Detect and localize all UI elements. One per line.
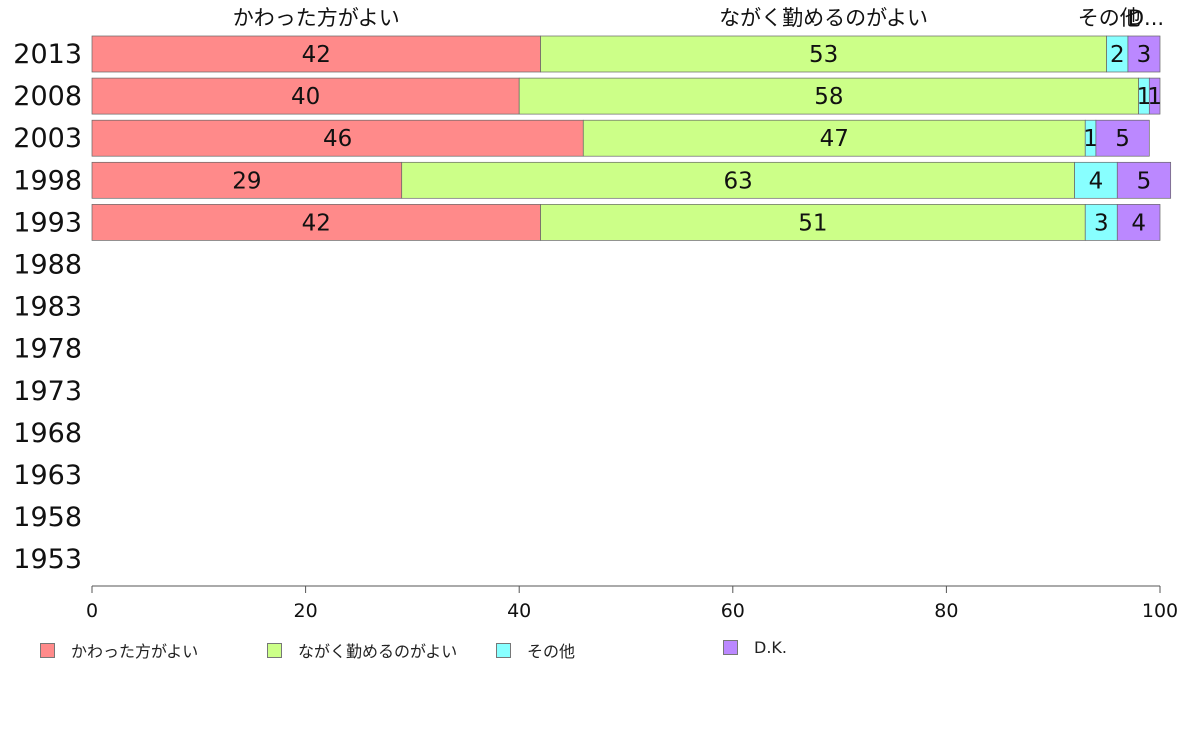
category-label-1973: 1973 — [13, 376, 82, 407]
stacked-bar-chart: 2013200820031998199319881983197819731968… — [13, 6, 1178, 622]
data-label-2008-series-1: 40 — [291, 84, 320, 110]
data-label-2013-series-4: 3 — [1137, 42, 1152, 68]
legend-item-series-4: D.K. — [723, 638, 787, 657]
top-label-series-3: その他 — [1078, 6, 1141, 30]
data-label-2013-series-3: 2 — [1110, 42, 1125, 68]
category-label-1953: 1953 — [13, 544, 82, 575]
top-label-series-1: かわった方がよい — [233, 6, 400, 30]
legend-label-series-4: D.K. — [754, 638, 787, 657]
bar-2013-series-1 — [91, 35, 541, 73]
x-tick-label-100: 100 — [1142, 600, 1178, 622]
legend-item-series-2: ながく勤めるのがよい — [267, 638, 457, 662]
bar-1998-series-1 — [91, 161, 403, 199]
legend-swatch-series-1 — [40, 642, 55, 658]
bar-2008-series-1 — [91, 77, 520, 115]
data-label-2008-series-4: 1 — [1147, 84, 1162, 110]
bar-2013-series-2 — [540, 35, 1107, 73]
category-label-1998: 1998 — [13, 165, 82, 196]
x-tick-label-60: 60 — [721, 600, 745, 622]
data-label-2008-series-2: 58 — [814, 84, 843, 110]
category-label-1968: 1968 — [13, 418, 82, 449]
data-label-1998-series-2: 63 — [723, 168, 752, 194]
legend-swatch-series-3 — [496, 642, 511, 658]
data-label-1998-series-3: 4 — [1089, 168, 1104, 194]
data-label-2003-series-1: 46 — [323, 126, 352, 152]
bar-2008-series-4 — [1148, 77, 1161, 115]
x-tick-label-20: 20 — [294, 600, 318, 622]
bar-2013-series-4 — [1127, 35, 1161, 73]
x-tick-label-80: 80 — [934, 600, 958, 622]
bar-2008-series-2 — [518, 77, 1139, 115]
data-label-2013-series-2: 53 — [809, 42, 838, 68]
bar-1998-series-4 — [1116, 161, 1172, 199]
top-label-series-2: ながく勤めるのがよい — [719, 6, 928, 30]
bar-1993-series-1 — [91, 204, 541, 241]
category-label-2008: 2008 — [13, 81, 82, 112]
data-label-2003-series-3: 1 — [1083, 126, 1098, 152]
legend-swatch-series-2 — [267, 642, 282, 658]
data-label-1993-series-4: 4 — [1131, 210, 1146, 236]
legend-label-series-2: ながく勤めるのがよい — [298, 642, 458, 661]
category-label-1983: 1983 — [13, 292, 82, 323]
legend-label-series-1: かわった方がよい — [71, 642, 199, 661]
data-label-2013-series-1: 42 — [302, 42, 331, 68]
bar-1993-series-3 — [1084, 204, 1118, 241]
bar-2003-series-1 — [91, 119, 584, 157]
bar-1993-series-4 — [1116, 204, 1161, 241]
category-label-1963: 1963 — [13, 460, 82, 491]
data-label-1993-series-3: 3 — [1094, 210, 1109, 236]
legend-swatch-series-4 — [723, 640, 738, 655]
x-tick-label-40: 40 — [507, 600, 531, 622]
legend-item-series-1: かわった方がよい — [40, 638, 198, 662]
x-tick-label-0: 0 — [86, 600, 98, 622]
legend-item-series-3: その他 — [496, 638, 575, 662]
data-label-1998-series-1: 29 — [232, 168, 261, 194]
bar-1998-series-2 — [401, 161, 1075, 199]
data-label-2008-series-3: 1 — [1137, 84, 1152, 110]
data-label-1993-series-1: 42 — [302, 210, 331, 236]
category-label-1993: 1993 — [13, 207, 82, 238]
bar-1993-series-2 — [540, 204, 1086, 241]
category-label-1978: 1978 — [13, 334, 82, 365]
category-label-2003: 2003 — [13, 123, 82, 154]
top-label-series-4: D... — [1128, 6, 1164, 30]
data-label-2003-series-2: 47 — [820, 126, 849, 152]
data-label-1993-series-2: 51 — [798, 210, 827, 236]
category-label-2013: 2013 — [13, 39, 82, 70]
legend: かわった方がよい ながく勤めるのがよい その他 D.K. — [40, 638, 1180, 662]
data-label-2003-series-4: 5 — [1115, 126, 1130, 152]
category-label-1988: 1988 — [13, 250, 82, 281]
category-label-1958: 1958 — [13, 502, 82, 533]
legend-label-series-3: その他 — [527, 642, 576, 661]
data-label-1998-series-4: 5 — [1137, 168, 1152, 194]
bar-2003-series-2 — [582, 119, 1086, 157]
bar-1998-series-3 — [1074, 161, 1118, 199]
bar-2003-series-4 — [1095, 119, 1150, 157]
